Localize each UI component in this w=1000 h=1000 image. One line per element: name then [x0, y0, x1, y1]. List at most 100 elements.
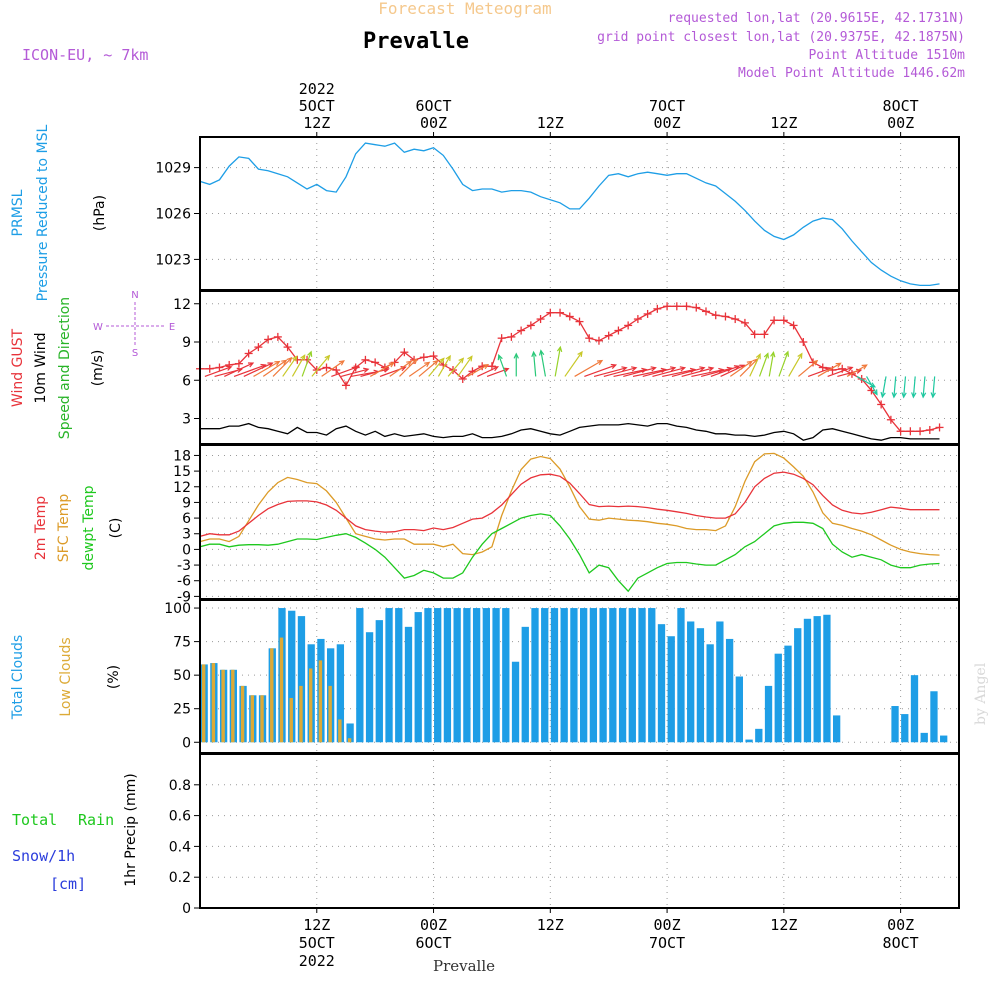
gust-marker	[731, 315, 740, 324]
wind-arrow-head	[911, 392, 917, 399]
wind-arrow-shaft	[584, 364, 616, 377]
wind-arrow-shaft	[758, 353, 769, 377]
wind-arrow	[389, 360, 413, 377]
wind-arrow-shaft	[389, 360, 412, 377]
total-cloud-bar	[502, 608, 510, 743]
wind-arrow	[513, 352, 519, 377]
y-tick-label: 15	[173, 464, 191, 480]
wind-arrow	[817, 362, 842, 377]
total-cloud-bar	[901, 714, 909, 743]
bottom-tick-label: 6OCT	[415, 934, 451, 952]
cloud-labels: Total Clouds Low Clouds (%)	[10, 635, 122, 720]
gust-marker	[526, 321, 535, 330]
wind-arrow-shaft	[399, 358, 418, 377]
total-cloud-bar	[395, 608, 403, 743]
total-cloud-bar	[784, 645, 792, 743]
wind-arrow	[428, 357, 445, 377]
wind-arrow-head	[770, 351, 776, 358]
wind-arrow-shaft	[817, 362, 841, 377]
wind-arrow	[331, 365, 360, 377]
bottom-tick-label: 00Z	[887, 916, 914, 934]
low-cloud-bar	[260, 695, 264, 743]
gust-marker	[925, 425, 934, 434]
total-cloud-bar	[414, 612, 422, 743]
wind-arrow-shaft	[262, 359, 287, 377]
wind-arrow	[538, 349, 547, 377]
wind-arrow	[399, 358, 418, 377]
wind-arrow-shaft	[922, 376, 926, 398]
label-snow: Snow/1h	[12, 847, 75, 865]
gust-marker	[721, 312, 730, 321]
wind-arrow-shaft	[903, 376, 907, 398]
gust-marker	[575, 317, 584, 326]
total-cloud-bar	[375, 620, 383, 743]
gust-marker	[419, 353, 428, 362]
low-cloud-bar	[318, 660, 323, 743]
label-cm: [cm]	[50, 875, 86, 893]
total-cloud-bar	[774, 653, 782, 743]
panel-frame	[199, 753, 960, 909]
total-cloud-bar	[560, 608, 568, 743]
gust-marker	[371, 358, 380, 367]
total-cloud-bar	[628, 608, 636, 743]
gust-marker	[886, 415, 895, 424]
gust-marker	[906, 427, 915, 436]
wind-arrow	[447, 357, 465, 377]
total-cloud-bar	[472, 608, 481, 743]
wind-arrow-shaft	[613, 368, 647, 378]
wind-arrow-shaft	[729, 360, 753, 377]
wind-arrow-shaft	[272, 357, 292, 377]
gust-marker	[264, 335, 273, 344]
gust-marker	[254, 343, 263, 352]
wind-arrow-shaft	[807, 367, 832, 377]
wind-arrow-head	[920, 392, 927, 399]
total-cloud-bar	[550, 608, 559, 743]
wind-arrow-shaft	[893, 376, 897, 398]
y-tick-label: 12	[173, 480, 191, 496]
gust-marker	[711, 311, 720, 320]
total-cloud-bar	[764, 685, 773, 743]
gust-marker	[565, 312, 574, 321]
top-tick-label: 8OCT	[883, 97, 919, 115]
gust-marker	[546, 308, 555, 317]
wind-arrow-shaft	[798, 360, 818, 377]
wind-arrow-shaft	[498, 354, 508, 377]
compass-rose: N S W E	[93, 290, 175, 359]
total-cloud-bar	[346, 723, 354, 743]
gust-marker	[234, 359, 243, 368]
wind-arrow-shaft	[768, 352, 775, 377]
total-cloud-bar	[677, 608, 685, 743]
wind-arrow-shaft	[788, 353, 803, 377]
wind-arrow-shaft	[224, 362, 254, 377]
total-cloud-bar	[434, 608, 442, 743]
y-tick-label: 0.2	[169, 870, 191, 886]
total-cloud-bar	[570, 608, 578, 743]
wind-arrow	[253, 360, 281, 377]
wind-arrow-head	[596, 359, 604, 366]
wind-arrow-head	[411, 358, 418, 365]
wind-arrow	[758, 352, 769, 377]
wind-arrow-head	[901, 392, 907, 399]
wind-arrow-head	[679, 366, 687, 372]
total-cloud-bar	[385, 608, 393, 743]
wind-arrow-head	[577, 350, 583, 358]
wind-arrow-head	[300, 354, 306, 361]
wind-arrow-shaft	[331, 365, 359, 377]
wind-arrow-head	[338, 360, 345, 366]
wind-labels: Wind GUST 10m Wind Speed and Direction (…	[10, 290, 175, 439]
wind-arrow-head	[281, 359, 288, 366]
wind-arrow-head	[424, 361, 431, 368]
wind-arrow-shaft	[749, 354, 761, 377]
gust-marker	[760, 330, 769, 339]
wind-arrow-head	[708, 366, 715, 372]
wind-arrow	[457, 355, 473, 377]
total-cloud-bar	[511, 661, 520, 743]
wind-arrow-head	[797, 352, 803, 359]
wind-arrow	[652, 366, 687, 378]
point-altitude: Point Altitude 1510m	[808, 48, 965, 63]
wind-arrow-shaft	[691, 369, 724, 378]
y-tick-label: 1023	[155, 252, 191, 268]
wind-arrow-head	[650, 366, 657, 372]
wind-arrow-shaft	[720, 364, 745, 377]
gust-marker	[799, 338, 808, 346]
